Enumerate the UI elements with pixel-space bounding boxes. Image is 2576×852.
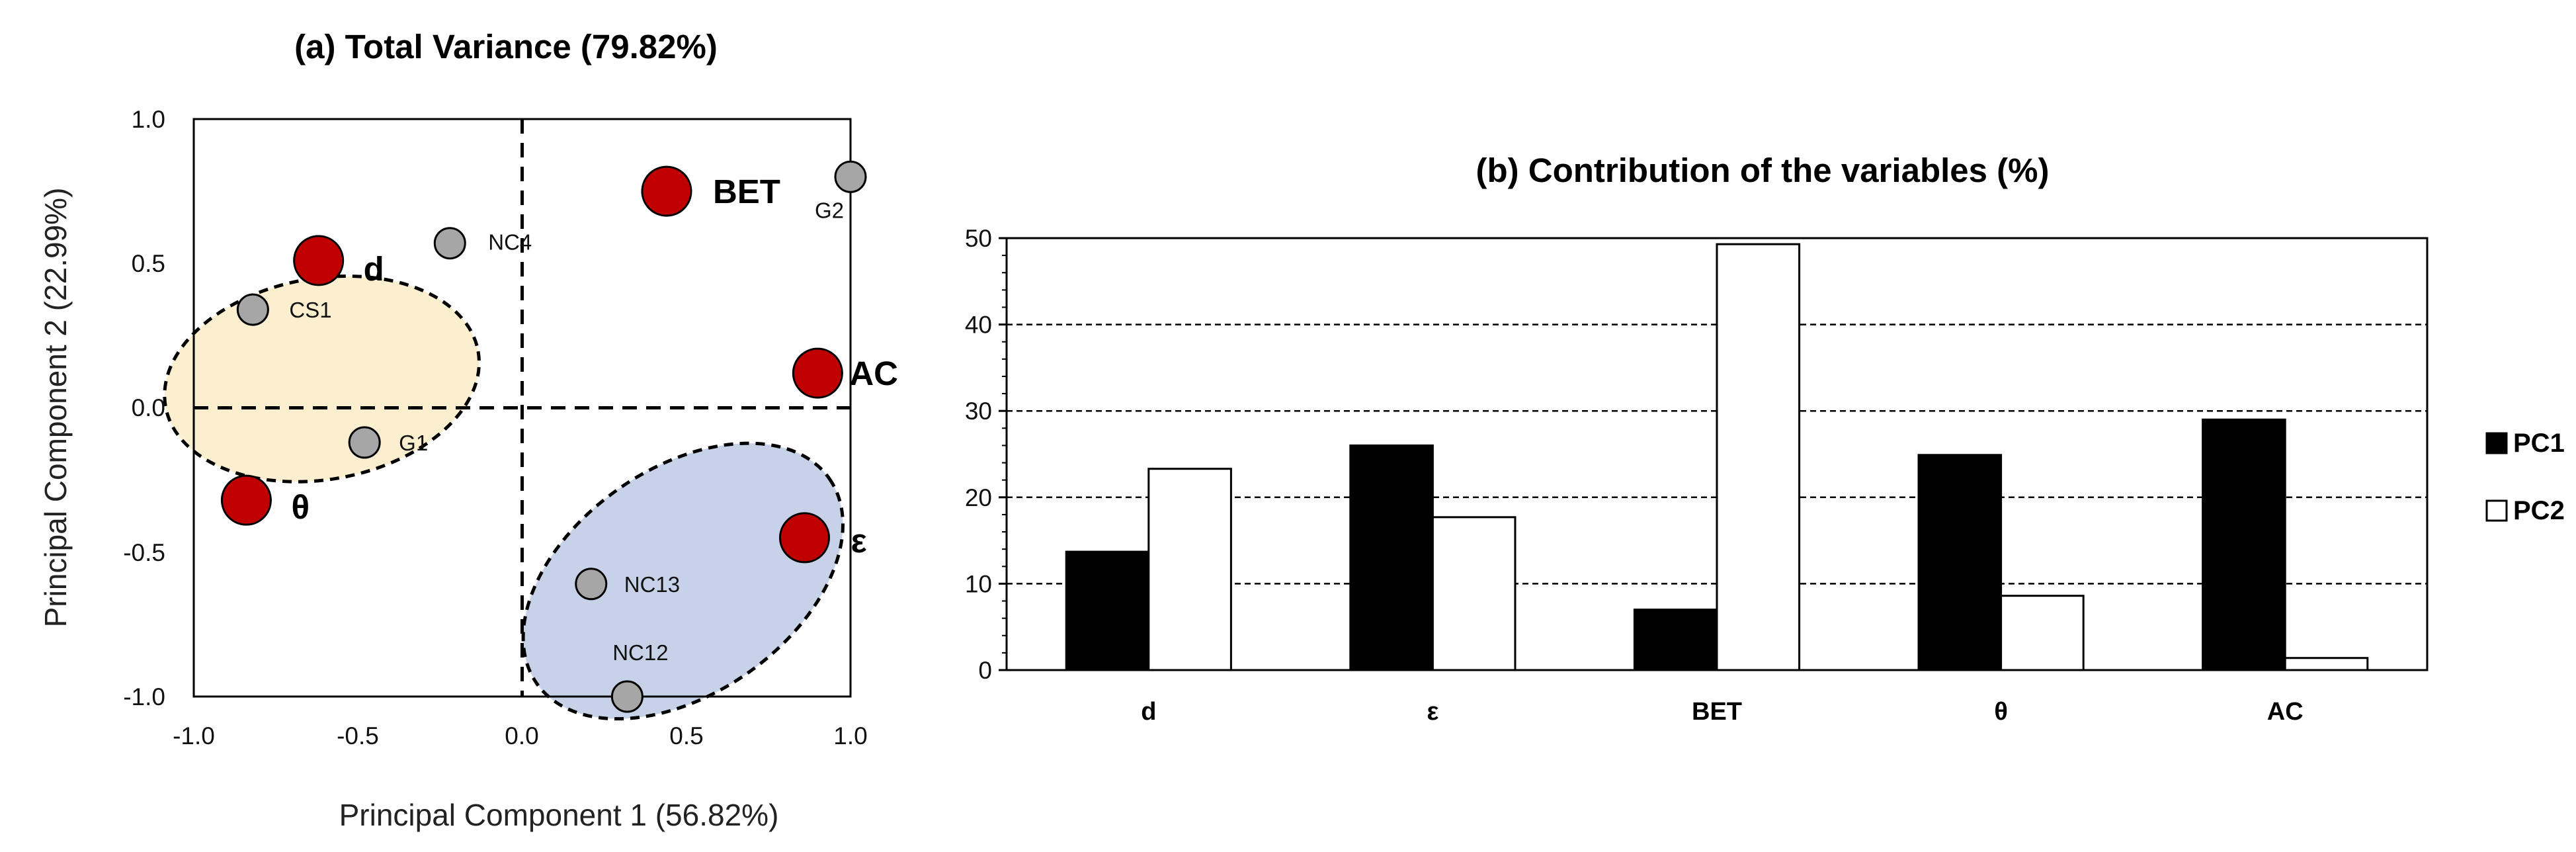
- category-label: AC: [2267, 698, 2304, 726]
- bar-pc1: [1349, 444, 1434, 671]
- pca-x-axis: -1.0 -0.5 0.0 0.5 1.0: [173, 722, 868, 749]
- variable-label: ε: [851, 522, 866, 560]
- yellow-cluster-ellipse: [163, 274, 481, 484]
- sample-point-nc4: [433, 227, 466, 260]
- sample-point-nc12: [610, 680, 644, 713]
- sample-label: G2: [815, 198, 844, 222]
- y-tick-label: -0.5: [123, 539, 165, 566]
- sample-point-cs1: [236, 293, 269, 326]
- bar-pc2: [1147, 468, 1232, 671]
- y-tick-label: 0: [978, 657, 992, 684]
- legend-label-pc1: PC1: [2513, 429, 2565, 458]
- x-tick-label: 0.5: [669, 722, 703, 749]
- x-tick-label: 1.0: [833, 722, 867, 749]
- variable-point-3: [220, 474, 272, 526]
- sample-point-nc13: [575, 568, 608, 601]
- bar-pc2: [1431, 516, 1517, 671]
- variable-point-1: [293, 235, 345, 286]
- category-label: θ: [1994, 698, 2008, 726]
- bar-chart-title: (b) Contribution of the variables (%): [1476, 151, 2050, 189]
- bar-pc2: [2284, 657, 2369, 671]
- bar-y-axis: 0 10 20 30 40 50: [965, 225, 1007, 684]
- variable-label: θ: [291, 488, 310, 526]
- variable-point-2: [792, 347, 843, 399]
- bar-pc1: [2202, 418, 2286, 671]
- category-label: ε: [1427, 698, 1438, 726]
- y-tick-label: -1.0: [123, 683, 165, 710]
- x-tick-label: -0.5: [337, 722, 379, 749]
- x-tick-label: 0.0: [505, 722, 538, 749]
- legend-swatch-pc1: [2485, 432, 2508, 454]
- pca-points-layer: G2 NC4 CS1 G1 NC13 NC12 BET d AC θ ε: [220, 160, 898, 713]
- legend-swatch-pc2: [2485, 499, 2508, 522]
- sample-label: NC4: [488, 230, 532, 255]
- y-tick-label: 40: [965, 312, 992, 339]
- variable-label: BET: [713, 173, 780, 210]
- y-tick-label: 30: [965, 398, 992, 425]
- category-label: d: [1141, 698, 1156, 726]
- bar-pc2: [2000, 595, 2085, 671]
- bar-legend: PC1 PC2: [2485, 429, 2565, 525]
- y-tick-label: 50: [965, 225, 992, 252]
- sample-point-g1: [348, 426, 381, 459]
- bar-pc1: [1065, 550, 1150, 671]
- bar-pc1: [1633, 609, 1718, 671]
- pca-y-axis: -1.0 -0.5 0.0 0.5 1.0: [123, 106, 165, 710]
- bar-series-layer: [1065, 243, 2369, 671]
- y-tick-label: 0.0: [132, 394, 165, 421]
- sample-label: NC13: [624, 572, 680, 597]
- sample-label: G1: [399, 431, 428, 455]
- pca-x-axis-title: Principal Component 1 (56.82%): [339, 798, 779, 832]
- bar-pc2: [1716, 243, 1801, 671]
- pca-y-axis-title: Principal Component 2 (22.99%): [38, 188, 73, 628]
- y-tick-label: 1.0: [132, 106, 165, 133]
- pca-biplot-panel: (a) Total Variance (79.82%) -1.0 -0.5 0.…: [38, 28, 898, 832]
- variable-label: AC: [849, 355, 898, 392]
- sample-label: NC12: [612, 640, 668, 665]
- sample-point-g2: [834, 160, 867, 193]
- variable-point-0: [641, 165, 692, 217]
- blue-cluster-ellipse: [521, 441, 845, 721]
- legend-label-pc2: PC2: [2513, 496, 2565, 525]
- bar-pc1: [1917, 454, 2003, 671]
- sample-label: CS1: [289, 298, 331, 322]
- y-tick-label: 0.5: [132, 250, 165, 277]
- contribution-bar-panel: (b) Contribution of the variables (%) 0 1…: [965, 151, 2565, 726]
- y-tick-label: 10: [965, 570, 992, 597]
- category-label: BET: [1692, 698, 1742, 726]
- bar-x-axis: d ε BET θ AC: [1141, 698, 2303, 726]
- variable-point-4: [778, 512, 830, 564]
- variable-label: d: [364, 250, 384, 288]
- y-tick-label: 20: [965, 484, 992, 511]
- x-tick-label: -1.0: [173, 722, 215, 749]
- pca-chart-title: (a) Total Variance (79.82%): [294, 28, 718, 65]
